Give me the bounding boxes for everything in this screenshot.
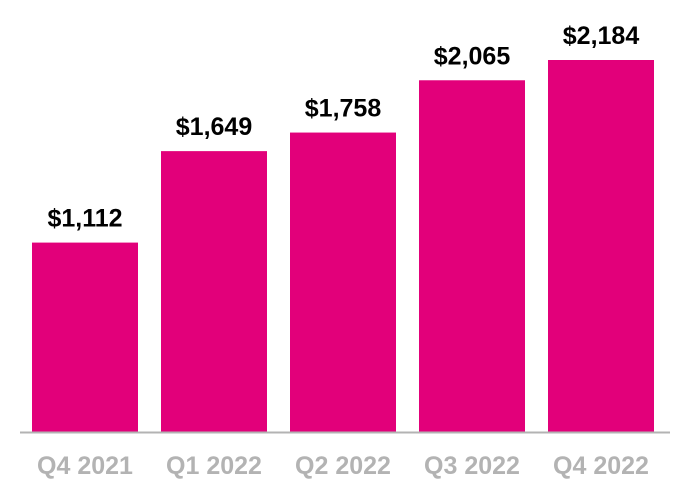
value-label-q1-2022: $1,649 [176,113,252,141]
bar-q3-2022 [419,80,525,433]
value-label-q2-2022: $1,758 [305,95,382,123]
bar-q2-2022 [290,132,396,433]
bars-group [32,60,654,433]
category-label-q4-2021: Q4 2021 [37,452,133,480]
bar-q1-2022 [161,151,267,432]
category-label-q3-2022: Q3 2022 [424,452,520,480]
value-labels-group: $1,112 $1,649 $1,758 $2,065 $2,184 [47,22,639,233]
value-label-q3-2022: $2,065 [434,42,511,70]
category-label-q2-2022: Q2 2022 [295,452,391,480]
category-labels-group: Q4 2021 Q1 2022 Q2 2022 Q3 2022 Q4 2022 [37,452,649,480]
bar-q4-2021 [32,242,138,432]
category-label-q4-2022: Q4 2022 [553,452,649,480]
value-label-q4-2022: $2,184 [563,22,640,50]
bar-q4-2022 [548,60,654,432]
category-label-q1-2022: Q1 2022 [166,452,262,480]
value-label-q4-2021: $1,112 [47,205,122,233]
